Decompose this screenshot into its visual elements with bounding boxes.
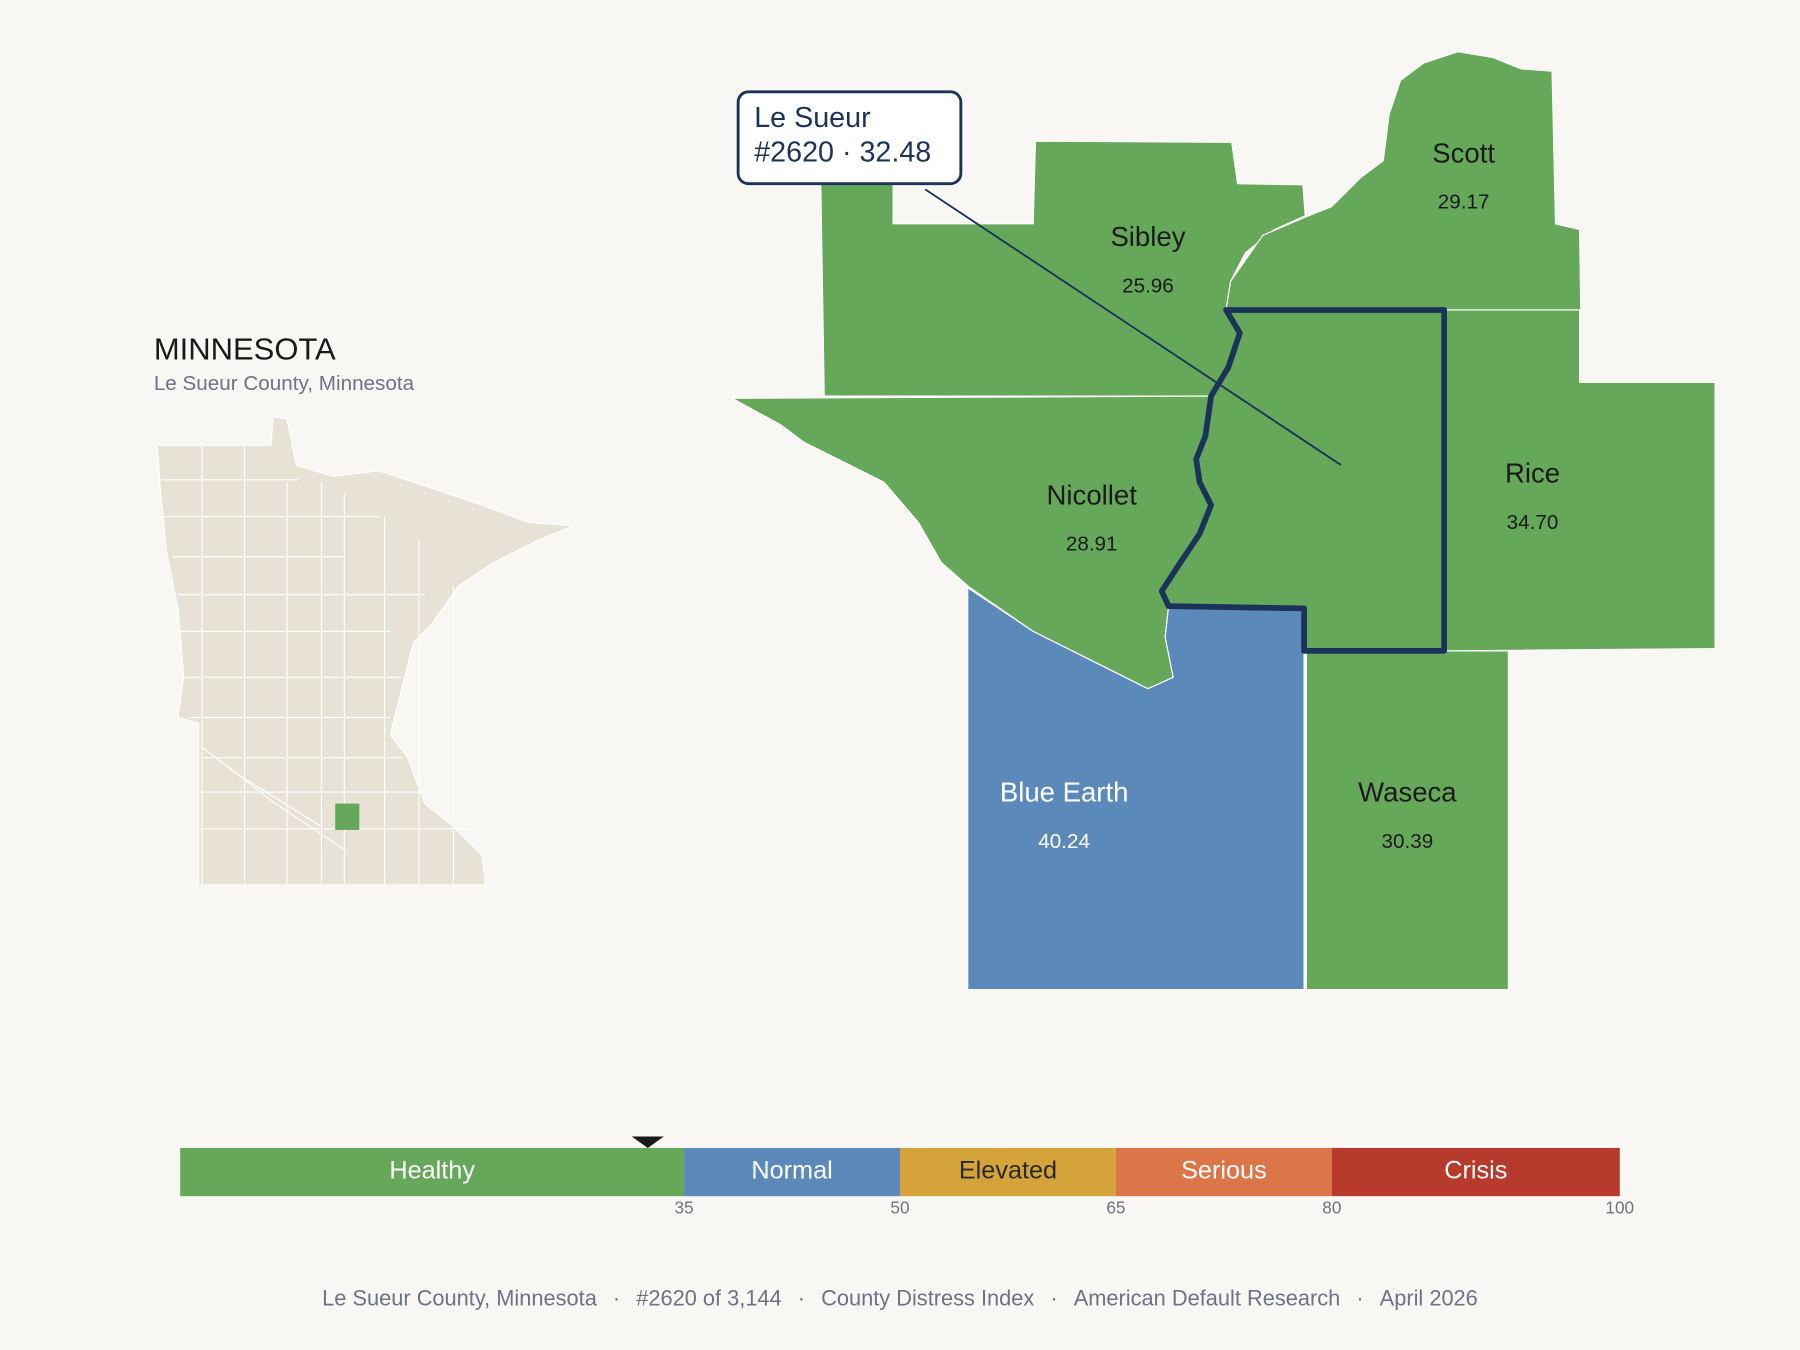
- subtitle: Le Sueur County, Minnesota: [154, 372, 415, 395]
- county-value: 28.91: [1066, 533, 1118, 556]
- scale-segment: [1115, 1147, 1332, 1197]
- county-name: Rice: [1505, 458, 1560, 489]
- county-name: Sibley: [1110, 221, 1185, 252]
- scale-segment: [1331, 1147, 1620, 1197]
- county-name: Scott: [1432, 137, 1495, 168]
- footer: Le Sueur County, Minnesota · #2620 of 3,14…: [322, 1285, 1478, 1310]
- scale-tick-label: 50: [890, 1197, 909, 1217]
- footer-item: County Distress Index: [821, 1285, 1034, 1310]
- county-name: Waseca: [1358, 777, 1457, 808]
- scale-label: Serious: [1181, 1157, 1267, 1185]
- scale-marker: [631, 1136, 664, 1148]
- state-title: MINNESOTA: [154, 331, 336, 366]
- county-value: 25.96: [1122, 274, 1174, 297]
- selected-county-mini: [335, 803, 360, 830]
- state-minimap: [156, 416, 575, 886]
- state-shape: [156, 416, 575, 886]
- scale-segment: [684, 1147, 900, 1197]
- county: [1225, 51, 1582, 311]
- callout-name: Le Sueur: [754, 102, 871, 134]
- county-value: 29.17: [1438, 191, 1490, 214]
- scale-label: Healthy: [389, 1157, 475, 1185]
- county: [1443, 309, 1716, 652]
- county-name: Nicollet: [1047, 479, 1138, 510]
- footer-item: Le Sueur County, Minnesota: [322, 1285, 598, 1310]
- footer-separator: ·: [613, 1285, 620, 1310]
- callout-detail: #2620 · 32.48: [754, 136, 931, 168]
- footer-item: #2620 of 3,144: [636, 1285, 781, 1310]
- scale-tick-label: 35: [674, 1197, 693, 1217]
- footer-separator: ·: [1050, 1285, 1057, 1310]
- scale-label: Normal: [751, 1157, 832, 1185]
- footer-item: American Default Research: [1074, 1285, 1341, 1310]
- scale-tick-label: 80: [1322, 1197, 1341, 1217]
- county: [1305, 650, 1509, 991]
- callout-box: [736, 90, 963, 186]
- footer-separator: ·: [798, 1285, 805, 1310]
- scale-segment: [900, 1147, 1116, 1197]
- county-value: 40.24: [1038, 830, 1090, 853]
- footer-item: April 2026: [1380, 1285, 1478, 1310]
- scale-tick-label: 65: [1106, 1197, 1125, 1217]
- county-lines: [160, 445, 471, 886]
- county-value: 34.70: [1507, 511, 1559, 534]
- scale-label: Elevated: [959, 1157, 1057, 1185]
- county-value: 30.39: [1382, 830, 1434, 853]
- county-name: Blue Earth: [1000, 777, 1129, 808]
- scale-label: Crisis: [1444, 1157, 1507, 1185]
- callout-leader: [924, 188, 1342, 466]
- callout: Le Sueur #2620 · 32.48: [736, 90, 963, 186]
- county: [967, 587, 1305, 991]
- scale-segment: [180, 1147, 685, 1197]
- scale-tick-label: 100: [1605, 1197, 1634, 1217]
- footer-separator: ·: [1356, 1285, 1363, 1310]
- distress-scale: Healthy Normal Elevated Serious Crisis 35 50 65…: [180, 1136, 1634, 1217]
- selected-county: [1158, 307, 1448, 654]
- county-layer: Sibley 25.96 Scott 29.17 Rice 34.70 Nicollet 28…: [731, 51, 1716, 991]
